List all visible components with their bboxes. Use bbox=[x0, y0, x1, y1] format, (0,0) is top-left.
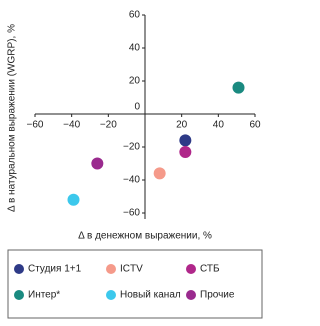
legend-marker bbox=[106, 264, 116, 274]
y-tick-label: −20 bbox=[123, 142, 140, 153]
x-tick-label: 40 bbox=[213, 120, 225, 131]
x-tick-label: −20 bbox=[100, 120, 117, 131]
point bbox=[179, 134, 192, 147]
chart: Δ в денежном выражении, % Δ в натурально… bbox=[7, 10, 263, 319]
legend-label: ICTV bbox=[120, 264, 143, 275]
y-axis-title: Δ в натуральном выражении (WGRP), % bbox=[7, 24, 18, 212]
legend-label: Интер* bbox=[28, 290, 60, 301]
x-axis-title: Δ в денежном выражении, % bbox=[78, 231, 212, 242]
legend-marker bbox=[14, 264, 24, 274]
legend-label: Студия 1+1 bbox=[28, 264, 82, 275]
y-tick-label: 40 bbox=[129, 43, 141, 54]
y-tick-label: 60 bbox=[129, 10, 141, 21]
y-tick-label: −60 bbox=[123, 208, 140, 219]
x-tick-label: 60 bbox=[249, 120, 261, 131]
point bbox=[153, 167, 166, 180]
point bbox=[232, 81, 245, 94]
legend-marker bbox=[186, 290, 196, 300]
legend-marker bbox=[186, 264, 196, 274]
point bbox=[91, 157, 104, 170]
point bbox=[67, 193, 80, 206]
x-tick-label: −60 bbox=[27, 120, 44, 131]
y-tick-label: −40 bbox=[123, 175, 140, 186]
point bbox=[179, 145, 192, 158]
legend-label: Прочие bbox=[200, 290, 235, 301]
x-tick-label: 20 bbox=[176, 120, 188, 131]
legend-box bbox=[7, 249, 263, 319]
y-tick-label: 20 bbox=[129, 76, 141, 87]
x-tick-label: −40 bbox=[63, 120, 80, 131]
legend-marker bbox=[106, 290, 116, 300]
legend-marker bbox=[14, 290, 24, 300]
y-tick-label: 0 bbox=[134, 102, 140, 113]
legend-label: Новый канал bbox=[120, 290, 181, 301]
legend-label: СТБ bbox=[200, 264, 220, 275]
